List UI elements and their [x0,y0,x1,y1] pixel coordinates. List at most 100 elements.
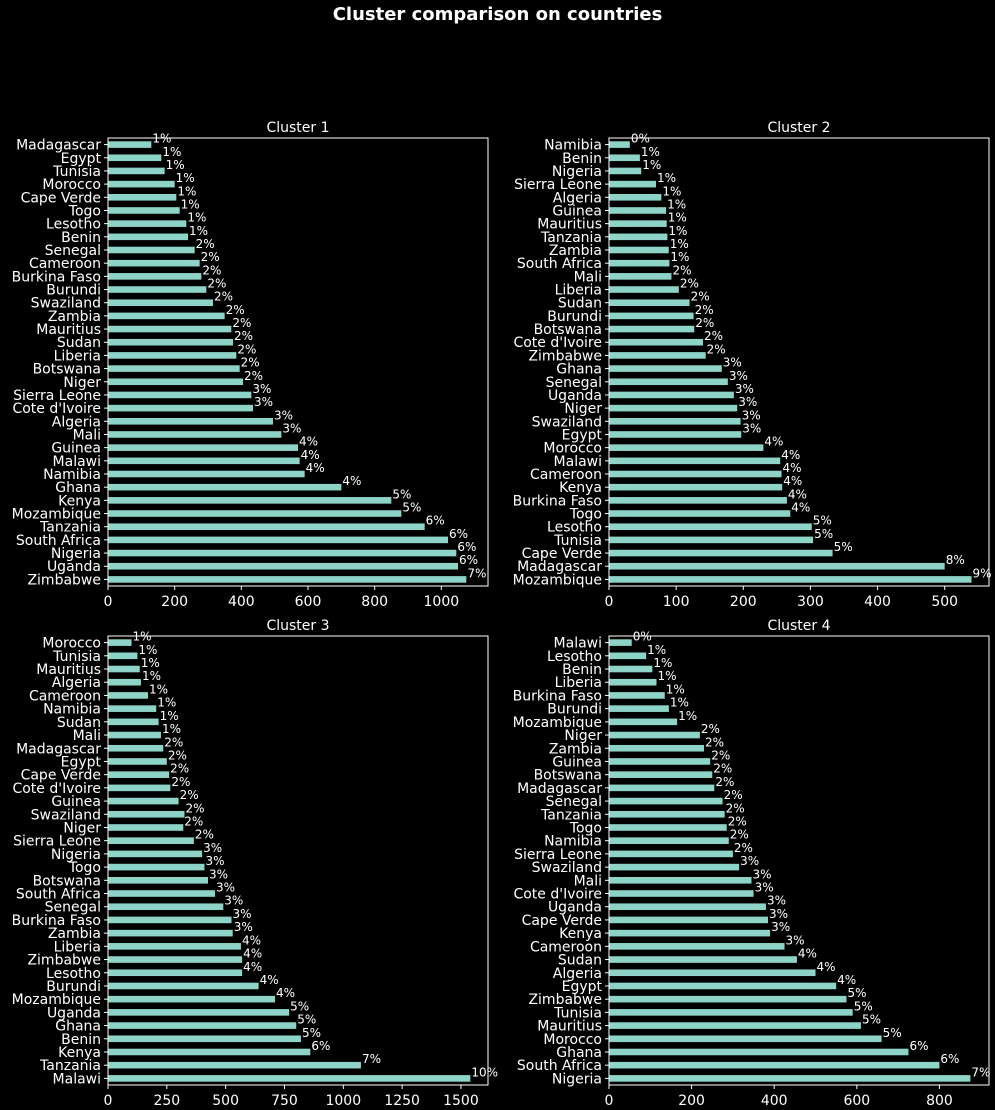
x-tick-label: 500 [931,594,958,610]
data-label: 2% [196,237,215,251]
y-tick-label: Cape Verde [522,913,602,929]
y-tick-label: Malawi [53,454,101,470]
y-tick-label: Liberia [555,675,602,691]
data-label: 2% [705,735,724,749]
bar [609,969,816,977]
data-label: 7% [971,1065,990,1079]
data-label: 5% [813,514,832,528]
bar [108,325,232,333]
data-label: 4% [783,474,802,488]
data-label: 2% [234,329,253,343]
y-tick-label: Ghana [556,1045,602,1061]
data-label: 6% [459,553,478,567]
bar [108,167,165,175]
bar [108,470,305,478]
bar [108,444,298,451]
y-tick-label: Burkina Faso [513,688,602,704]
y-tick-label: Togo [68,860,101,876]
bar [609,325,695,333]
data-label: 4% [301,448,320,462]
bar [108,1035,301,1043]
x-tick-label: 600 [843,1093,870,1109]
data-label: 2% [695,303,714,317]
bar [108,180,175,188]
bar [609,523,812,530]
bar [108,457,300,465]
y-tick-label: Sierra Leone [514,177,602,193]
bar [609,536,814,544]
bar [108,890,216,897]
y-tick-label: Nigeria [552,1071,602,1087]
y-tick-label: Ghana [55,1019,101,1035]
x-tick-label: 1500 [443,1093,479,1109]
data-label: 1% [668,211,687,225]
y-tick-label: Senegal [546,794,602,810]
bar [609,444,764,451]
chart-title: Cluster 1 [266,120,329,136]
data-label: 3% [738,395,757,409]
bar [609,154,640,162]
data-label: 2% [734,841,753,855]
data-label: 2% [185,801,204,815]
y-tick-label: Tanzania [39,1058,101,1074]
axes-frame [608,635,990,1086]
bar [609,167,642,175]
bar [609,771,713,778]
bar [108,141,152,148]
data-label: 2% [672,263,691,277]
data-label: 2% [711,748,730,762]
bar [108,705,157,712]
bar [108,744,164,752]
bar [609,982,837,990]
bar [609,956,797,963]
y-tick-label: Madagascar [517,559,602,575]
bar [609,378,728,386]
data-label: 3% [209,867,228,881]
x-tick-label: 1000 [424,594,460,610]
data-label: 1% [678,709,697,723]
y-tick-label: Guinea [552,754,602,770]
data-label: 8% [946,553,965,567]
data-label: 2% [707,342,726,356]
x-tick-label: 1000 [325,1093,361,1109]
x-tick-label: 500 [212,1093,239,1109]
bar [108,916,232,924]
y-tick-label: Botswana [33,362,101,378]
data-label: 5% [392,487,411,501]
bar [609,497,787,504]
data-label: 2% [170,762,189,776]
x-tick-label: 400 [228,594,255,610]
bar [108,692,148,699]
y-tick-label: Nigeria [51,546,101,562]
y-tick-label: Nigeria [51,847,101,863]
y-tick-label: Nigeria [552,164,602,180]
y-tick-label: Morocco [42,636,101,652]
y-tick-label: Uganda [47,1005,101,1021]
x-tick-label: 800 [361,594,388,610]
y-tick-label: South Africa [16,533,101,549]
y-tick-label: Egypt [61,754,102,770]
bar [609,233,668,241]
y-tick-label: Cape Verde [522,546,602,562]
data-label: 1% [181,197,200,211]
data-label: 0% [633,630,652,644]
y-tick-label: Benin [562,151,602,167]
y-tick-label: Mozambique [513,572,602,588]
bar [108,207,180,214]
bar [108,731,161,739]
bar [108,943,241,950]
data-label: 5% [302,1026,321,1040]
y-tick-label: South Africa [16,887,101,903]
bar [609,995,847,1003]
y-tick-label: South Africa [517,256,602,272]
y-tick-label: Tanzania [39,520,101,536]
y-tick-label: Liberia [555,283,602,299]
bar [108,824,184,831]
bar [609,1022,861,1029]
y-tick-label: Niger [564,728,602,744]
bar [108,837,194,844]
y-tick-label: Tunisia [553,1005,602,1021]
bar [108,903,224,911]
data-label: 3% [771,920,790,934]
data-label: 4% [764,435,783,449]
